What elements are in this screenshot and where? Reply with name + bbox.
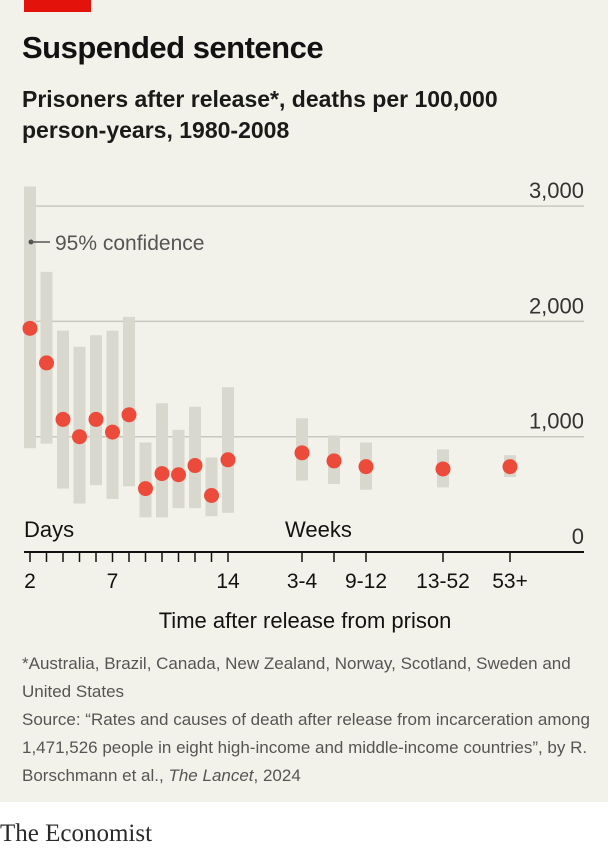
x-tick-label: 14 — [216, 570, 240, 593]
data-point — [204, 488, 219, 504]
y-tick-label: 2,000 — [529, 293, 584, 318]
data-point — [220, 452, 236, 468]
data-point — [121, 407, 137, 423]
data-point — [358, 459, 374, 475]
source-journal: The Lancet — [168, 766, 254, 785]
data-point — [171, 467, 186, 483]
y-tick-label: 3,000 — [529, 178, 584, 203]
source-note: Source: “Rates and causes of death after… — [22, 706, 592, 790]
data-point — [326, 453, 342, 469]
ci-bar — [123, 316, 135, 487]
ci-bar — [73, 346, 86, 504]
data-point — [187, 458, 203, 474]
ci-bar — [205, 457, 218, 517]
economist-logo: The Economist — [0, 820, 153, 847]
source-year: , 2024 — [253, 766, 301, 785]
y-tick-label: 0 — [572, 524, 584, 549]
data-point — [294, 445, 310, 461]
ci-bar — [139, 442, 152, 518]
ci-bar — [90, 335, 102, 486]
data-point — [138, 481, 153, 497]
scatter-chart: 0 1,000 2,000 3,000 2 7 14 3-4 9-12 13-52 53+ Days W… — [22, 178, 584, 633]
x-tick-label: 7 — [107, 570, 119, 593]
data-point — [72, 429, 87, 445]
group-label-days: Days — [24, 517, 74, 542]
x-axis-label: Time after release from prison — [159, 608, 452, 633]
x-tick-label: 2 — [24, 570, 36, 593]
footnote: *Australia, Brazil, Canada, New Zealand,… — [22, 650, 592, 790]
data-point — [154, 466, 170, 482]
x-tick-label: 13-52 — [416, 570, 470, 593]
ci-bar — [222, 387, 234, 513]
accent-bar — [24, 0, 91, 12]
y-tick-label: 1,000 — [529, 409, 584, 434]
ci-bar — [57, 330, 69, 489]
ci-bar — [24, 186, 36, 449]
chart-title: Suspended sentence — [22, 30, 324, 65]
group-label-weeks: Weeks — [285, 517, 352, 542]
ci-bar — [156, 403, 168, 518]
countries-note: *Australia, Brazil, Canada, New Zealand,… — [22, 654, 571, 701]
data-point — [502, 459, 518, 475]
ci-bar — [106, 330, 119, 499]
data-point — [55, 411, 71, 427]
data-point — [435, 461, 451, 477]
ci-bar — [189, 406, 201, 509]
x-tick-label: 3-4 — [287, 570, 318, 593]
x-tick-label: 9-12 — [345, 570, 387, 593]
data-point — [22, 320, 38, 336]
source-text: Source: “Rates and causes of death after… — [22, 710, 590, 785]
data-point — [88, 411, 104, 427]
chart-subtitle: Prisoners after release*, deaths per 100… — [22, 86, 498, 143]
legend-label: 95% confidence — [55, 232, 204, 255]
x-tick-label: 53+ — [492, 570, 528, 593]
data-point — [39, 355, 54, 371]
data-point — [105, 424, 120, 440]
